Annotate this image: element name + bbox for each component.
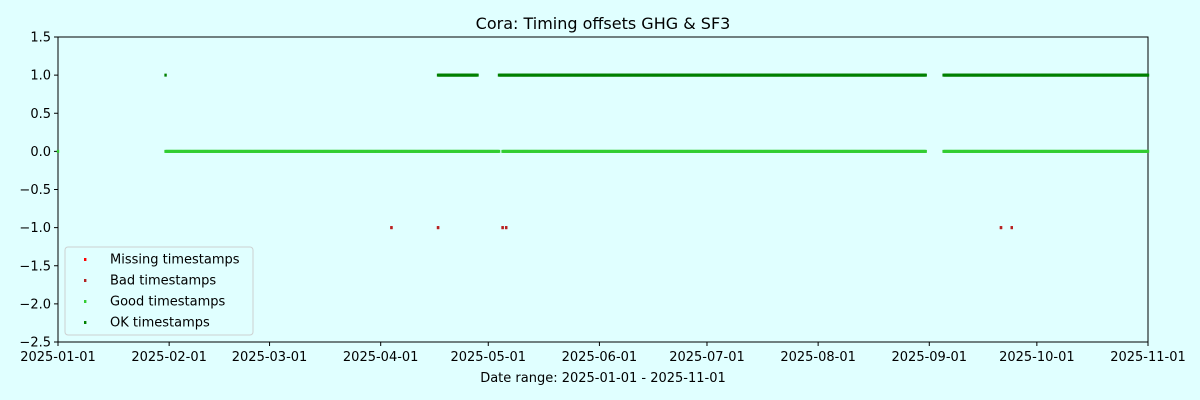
bad-timestamps-point [504,226,508,230]
y-tick-label: 0.5 [30,107,51,122]
legend-label-good-timestamps: Good timestamps [110,295,225,310]
legend: Missing timestamps Bad timestamps Good tim… [64,246,254,336]
bad-timestamps-point [999,226,1003,230]
legend-marker-good-timestamps [84,300,87,303]
legend-box [64,246,254,336]
chart-title: Cora: Timing offsets GHG & SF3 [476,14,731,33]
y-tick-label: −1.5 [19,259,51,274]
good-timestamps-point [56,149,60,153]
x-tick-label: 2025-06-01 [562,350,638,365]
x-tick-label: 2025-10-01 [999,350,1075,365]
x-tick-label: 2025-08-01 [780,350,856,365]
legend-marker-bad-timestamps [84,279,87,282]
x-axis: 2025-01-01 2025-02-01 2025-03-01 2025-04-01… [20,342,1186,365]
y-tick-label: −2.0 [19,297,51,312]
y-tick-label: −0.5 [19,183,51,198]
y-tick-label: −1.0 [19,221,51,236]
legend-label-missing-timestamps: Missing timestamps [110,253,240,268]
x-tick-label: 2025-04-01 [343,350,419,365]
bad-timestamps-point [501,226,504,230]
x-tick-label: 2025-02-01 [131,350,207,365]
plot-area [56,73,1150,230]
ok-timestamps-point [164,73,167,77]
y-axis: 1.5 1.0 0.5 0.0 −0.5 −1.0 −1.5 −2.0 −2.5 [19,31,58,351]
x-tick-label: 2025-11-01 [1110,350,1186,365]
x-tick-label: 2025-09-01 [892,350,968,365]
x-tick-label: 2025-01-01 [20,350,96,365]
ok-timestamps-point [924,73,927,77]
ok-timestamps-point [476,73,479,77]
ok-timestamps-point [1146,73,1150,77]
legend-label-ok-timestamps: OK timestamps [110,316,210,331]
y-tick-label: −2.5 [19,336,51,351]
legend-marker-missing-timestamps [84,258,87,261]
bad-timestamps-point [1010,226,1013,230]
x-tick-label: 2025-03-01 [232,350,308,365]
bad-timestamps-point [390,226,393,230]
x-axis-label: Date range: 2025-01-01 - 2025-11-01 [480,371,726,386]
good-timestamps-point [1146,149,1150,153]
y-tick-label: 1.5 [30,31,51,46]
legend-marker-ok-timestamps [84,321,87,324]
x-tick-label: 2025-07-01 [669,350,745,365]
x-tick-label: 2025-05-01 [450,350,526,365]
y-tick-label: 0.0 [30,145,51,160]
y-tick-label: 1.0 [30,69,51,84]
bad-timestamps-point [436,226,440,230]
legend-label-bad-timestamps: Bad timestamps [110,274,216,289]
good-timestamps-point [924,149,927,153]
good-timestamps-point [497,149,501,153]
